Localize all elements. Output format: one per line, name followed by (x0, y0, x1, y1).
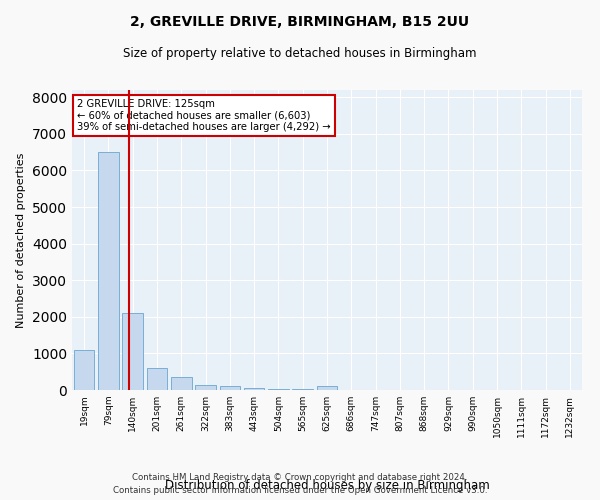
Bar (146, 368, 167, 390)
Bar (74, 350, 94, 390)
Text: 2 GREVILLE DRIVE: 125sqm
← 60% of detached houses are smaller (6,603)
39% of sem: 2 GREVILLE DRIVE: 125sqm ← 60% of detach… (77, 99, 331, 132)
Bar (317, 386, 337, 390)
Bar (98, 152, 119, 390)
X-axis label: Distribution of detached houses by size in Birmingham: Distribution of detached houses by size … (164, 478, 490, 492)
Bar (195, 384, 216, 390)
Bar (171, 377, 191, 390)
Bar (122, 313, 143, 390)
Bar (220, 386, 240, 390)
Bar (268, 389, 289, 390)
Text: 2, GREVILLE DRIVE, BIRMINGHAM, B15 2UU: 2, GREVILLE DRIVE, BIRMINGHAM, B15 2UU (130, 15, 470, 29)
Text: Size of property relative to detached houses in Birmingham: Size of property relative to detached ho… (123, 48, 477, 60)
Y-axis label: Number of detached properties: Number of detached properties (16, 152, 26, 328)
Text: Contains public sector information licensed under the Open Government Licence v3: Contains public sector information licen… (113, 486, 487, 495)
Text: Contains HM Land Registry data © Crown copyright and database right 2024.: Contains HM Land Registry data © Crown c… (132, 472, 468, 482)
Bar (244, 388, 265, 390)
